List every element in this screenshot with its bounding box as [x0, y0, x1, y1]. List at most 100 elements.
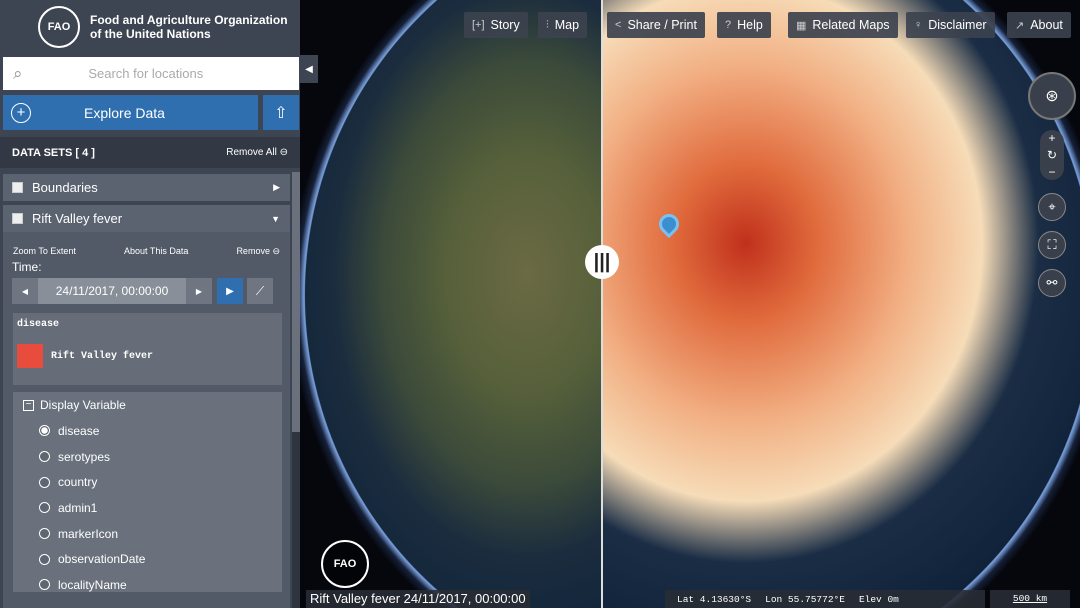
variable-option[interactable]: localityName	[23, 572, 272, 598]
coordinates-readout: Lat 4.13630°S Lon 55.75772°E Elev 0m	[665, 590, 985, 608]
help-icon: ?	[725, 19, 732, 31]
datasets-header: DATA SETS [ 4 ] Remove All ⊖	[0, 137, 300, 168]
time-control: ◀ 24/11/2017, 00:00:00 ▶ ▶ ⟋	[12, 278, 290, 304]
help-label: Help	[737, 18, 763, 32]
disease-layer	[602, 0, 1080, 608]
compass-icon[interactable]: ⊛	[1028, 72, 1076, 120]
radio-button[interactable]	[39, 476, 50, 488]
chevron-right-icon[interactable]: ▶	[273, 182, 280, 192]
radio-button[interactable]	[39, 528, 50, 540]
collapse-icon: −	[23, 399, 34, 411]
share-print-button[interactable]: < Share / Print	[607, 12, 705, 38]
dataset-label: Rift Valley fever	[32, 211, 123, 226]
variable-label: admin1	[58, 500, 98, 515]
related-maps-button[interactable]: ▦ Related Maps	[788, 12, 898, 38]
datasets-title: DATA SETS [ 4 ]	[12, 146, 95, 159]
external-link-icon: ↗	[1015, 19, 1025, 32]
legend: disease Rift Valley fever	[13, 313, 282, 385]
radio-button[interactable]	[39, 579, 50, 591]
story-label: Story	[490, 18, 520, 32]
radio-button[interactable]	[39, 553, 50, 565]
checkbox[interactable]	[12, 213, 23, 224]
split-divider[interactable]	[601, 0, 603, 608]
explore-label: Explore Data	[84, 104, 165, 121]
radio-button[interactable]	[39, 425, 50, 437]
variable-label: disease	[58, 423, 100, 438]
elevation: Elev 0m	[858, 593, 899, 605]
explore-data-button[interactable]: + Explore Data	[3, 95, 258, 130]
display-variable-section: − Display Variable disease serotypes countr…	[13, 392, 282, 592]
sliders-icon: ⫶	[546, 18, 549, 31]
variable-option[interactable]: observationDate	[23, 546, 272, 572]
time-value[interactable]: 24/11/2017, 00:00:00	[38, 278, 186, 304]
upload-button[interactable]: ⇧	[263, 95, 299, 130]
variable-option[interactable]: admin1	[23, 495, 272, 521]
map-button[interactable]: ⫶ Map	[538, 12, 588, 38]
search-icon: ⌕	[13, 63, 23, 83]
zoom-out-icon[interactable]: −	[1048, 164, 1056, 179]
globe[interactable]	[305, 0, 1080, 608]
play-timeline-icon[interactable]: ▶	[217, 278, 243, 304]
variable-label: observationDate	[58, 552, 146, 567]
story-button[interactable]: [+] Story	[464, 12, 528, 38]
variable-option[interactable]: serotypes	[23, 444, 272, 470]
radio-button[interactable]	[39, 451, 50, 463]
search-input[interactable]: ⌕ Search for locations	[3, 57, 299, 90]
fao-logo: FAO	[38, 6, 80, 48]
map-label: Map	[554, 18, 580, 32]
zoom-in-icon[interactable]: +	[1048, 131, 1056, 146]
variable-option[interactable]: country	[23, 469, 272, 495]
map-viewer[interactable]: |||	[300, 0, 1080, 608]
collapse-sidebar-button[interactable]: ◀	[300, 55, 318, 83]
zoom-to-extent-link[interactable]: Zoom To Extent	[13, 246, 76, 256]
chart-icon[interactable]: ⟋	[247, 278, 273, 304]
org-name-line2: of the United Nations	[90, 27, 211, 41]
remove-all-button[interactable]: Remove All ⊖	[226, 147, 288, 158]
next-time-button[interactable]: ▶	[186, 278, 212, 304]
search-placeholder: Search for locations	[88, 66, 204, 81]
dataset-rift-valley-fever[interactable]: Rift Valley fever ▼	[3, 205, 290, 232]
checkbox[interactable]	[12, 182, 23, 193]
disclaimer-label: Disclaimer	[928, 18, 987, 32]
sidebar-scrollbar[interactable]	[292, 172, 300, 608]
disclaimer-button[interactable]: ♀ Disclaimer	[906, 12, 995, 38]
split-handle[interactable]: |||	[585, 245, 619, 279]
dataset-label: Boundaries	[32, 180, 98, 195]
map-caption: Rift Valley fever 24/11/2017, 00:00:00	[306, 590, 530, 608]
variable-label: localityName	[58, 577, 127, 592]
reset-view-icon[interactable]: ↻	[1046, 147, 1058, 162]
legend-title: disease	[17, 319, 60, 330]
story-icon: [+]	[472, 19, 485, 31]
radio-button[interactable]	[39, 502, 50, 514]
related-label: Related Maps	[812, 18, 890, 32]
bulb-icon: ♀	[914, 19, 923, 31]
dataset-details-panel: Zoom To Extent About This Data Remove ⊖ Ti…	[3, 232, 290, 608]
variable-option[interactable]: disease	[23, 418, 272, 444]
help-button[interactable]: ? Help	[717, 12, 771, 38]
fullscreen-icon[interactable]: ⛶	[1038, 231, 1066, 259]
fao-watermark-logo: FAO	[321, 540, 369, 588]
about-label: About	[1030, 18, 1063, 32]
scale-bar: 500 km	[990, 590, 1070, 608]
upload-icon: ⇧	[274, 104, 288, 122]
chevron-down-icon[interactable]: ▼	[271, 213, 280, 224]
fao-header: FAO Food and Agriculture Organization of …	[0, 0, 300, 54]
time-label: Time:	[12, 260, 42, 274]
scrollbar-thumb[interactable]	[292, 172, 300, 432]
variable-label: country	[58, 475, 98, 490]
split-view-icon[interactable]: ⚯	[1038, 269, 1066, 297]
share-icon: <	[615, 19, 622, 31]
satellite-layer	[305, 0, 602, 608]
previous-time-button[interactable]: ◀	[12, 278, 38, 304]
longitude: Lon 55.75772°E	[765, 593, 845, 605]
dataset-boundaries[interactable]: Boundaries ▶	[3, 174, 290, 201]
display-variable-toggle[interactable]: − Display Variable	[23, 398, 272, 412]
remove-dataset-link[interactable]: Remove ⊖	[236, 246, 280, 256]
display-variable-label: Display Variable	[40, 398, 126, 412]
about-button[interactable]: ↗ About	[1007, 12, 1071, 38]
my-location-icon[interactable]: ⌖	[1038, 193, 1066, 221]
sidebar: FAO Food and Agriculture Organization of …	[0, 0, 300, 608]
remove-all-label: Remove All	[226, 147, 277, 158]
about-data-link[interactable]: About This Data	[123, 246, 189, 256]
variable-option[interactable]: markerIcon	[23, 521, 272, 547]
